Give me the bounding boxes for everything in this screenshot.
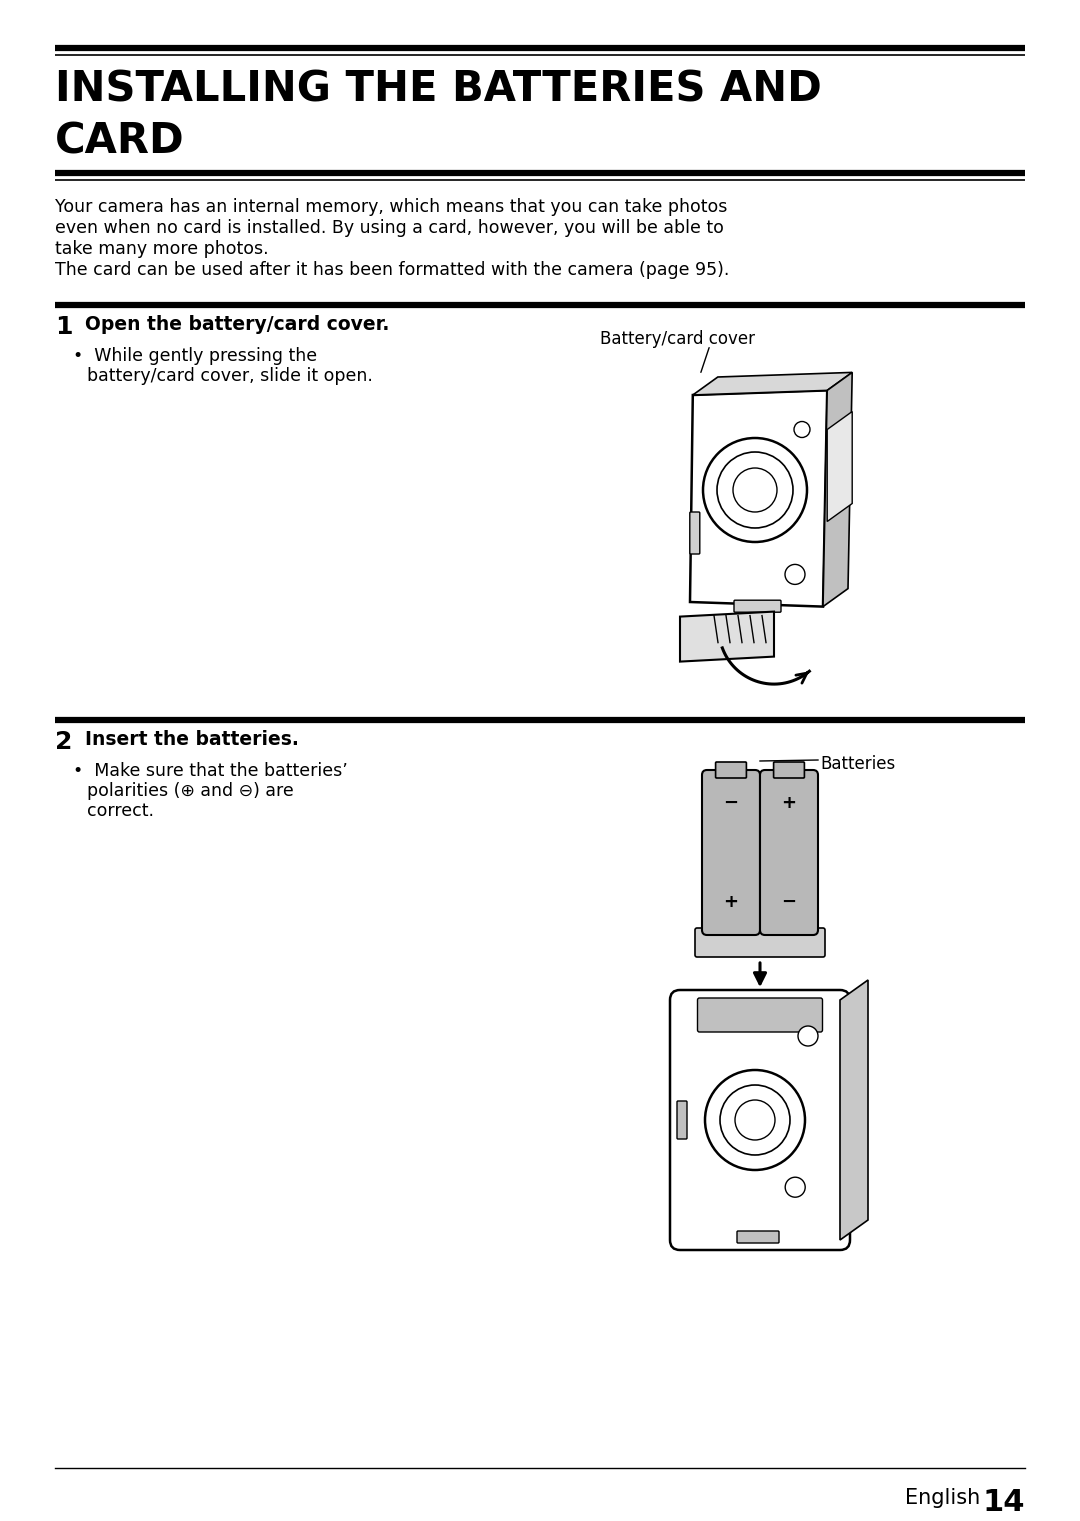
FancyBboxPatch shape [698, 998, 823, 1033]
Text: −: − [782, 893, 797, 911]
FancyBboxPatch shape [716, 762, 746, 779]
Circle shape [720, 1084, 789, 1154]
Circle shape [794, 421, 810, 438]
Text: Your camera has an internal memory, which means that you can take photos: Your camera has an internal memory, whic… [55, 198, 727, 216]
Polygon shape [692, 373, 852, 395]
Text: +: + [782, 794, 797, 812]
FancyBboxPatch shape [760, 770, 818, 935]
Text: INSTALLING THE BATTERIES AND: INSTALLING THE BATTERIES AND [55, 68, 822, 110]
FancyBboxPatch shape [737, 1230, 779, 1243]
FancyBboxPatch shape [670, 990, 850, 1250]
Text: polarities (⊕ and ⊖) are: polarities (⊕ and ⊖) are [87, 782, 294, 800]
Polygon shape [680, 611, 774, 662]
Circle shape [733, 468, 777, 513]
FancyBboxPatch shape [773, 762, 805, 779]
Circle shape [798, 1027, 818, 1046]
Polygon shape [827, 412, 852, 522]
FancyBboxPatch shape [690, 513, 700, 554]
Circle shape [717, 452, 793, 528]
FancyBboxPatch shape [696, 928, 825, 957]
FancyBboxPatch shape [734, 601, 781, 611]
Text: even when no card is installed. By using a card, however, you will be able to: even when no card is installed. By using… [55, 219, 724, 237]
Circle shape [705, 1069, 805, 1170]
Text: CARD: CARD [55, 120, 185, 163]
Text: 2: 2 [55, 730, 72, 754]
Text: Battery/card cover: Battery/card cover [600, 330, 755, 348]
Text: Insert the batteries.: Insert the batteries. [85, 730, 299, 748]
Text: −: − [724, 794, 739, 812]
Text: 14: 14 [983, 1488, 1025, 1516]
Polygon shape [690, 391, 827, 607]
FancyBboxPatch shape [677, 1101, 687, 1139]
Text: English: English [905, 1488, 980, 1507]
Polygon shape [823, 373, 852, 607]
Text: The card can be used after it has been formatted with the camera (page 95).: The card can be used after it has been f… [55, 262, 729, 278]
Text: take many more photos.: take many more photos. [55, 240, 269, 259]
Text: battery/card cover, slide it open.: battery/card cover, slide it open. [87, 367, 373, 385]
Circle shape [735, 1100, 775, 1141]
Circle shape [703, 438, 807, 541]
Text: Batteries: Batteries [820, 754, 895, 773]
Circle shape [785, 1177, 806, 1197]
Text: 1: 1 [55, 315, 72, 339]
Text: correct.: correct. [87, 802, 154, 820]
Text: •  While gently pressing the: • While gently pressing the [73, 347, 318, 365]
Text: •  Make sure that the batteries’: • Make sure that the batteries’ [73, 762, 348, 780]
Text: Open the battery/card cover.: Open the battery/card cover. [85, 315, 390, 335]
Text: +: + [724, 893, 739, 911]
Circle shape [785, 564, 805, 584]
Polygon shape [840, 980, 868, 1240]
FancyBboxPatch shape [702, 770, 760, 935]
